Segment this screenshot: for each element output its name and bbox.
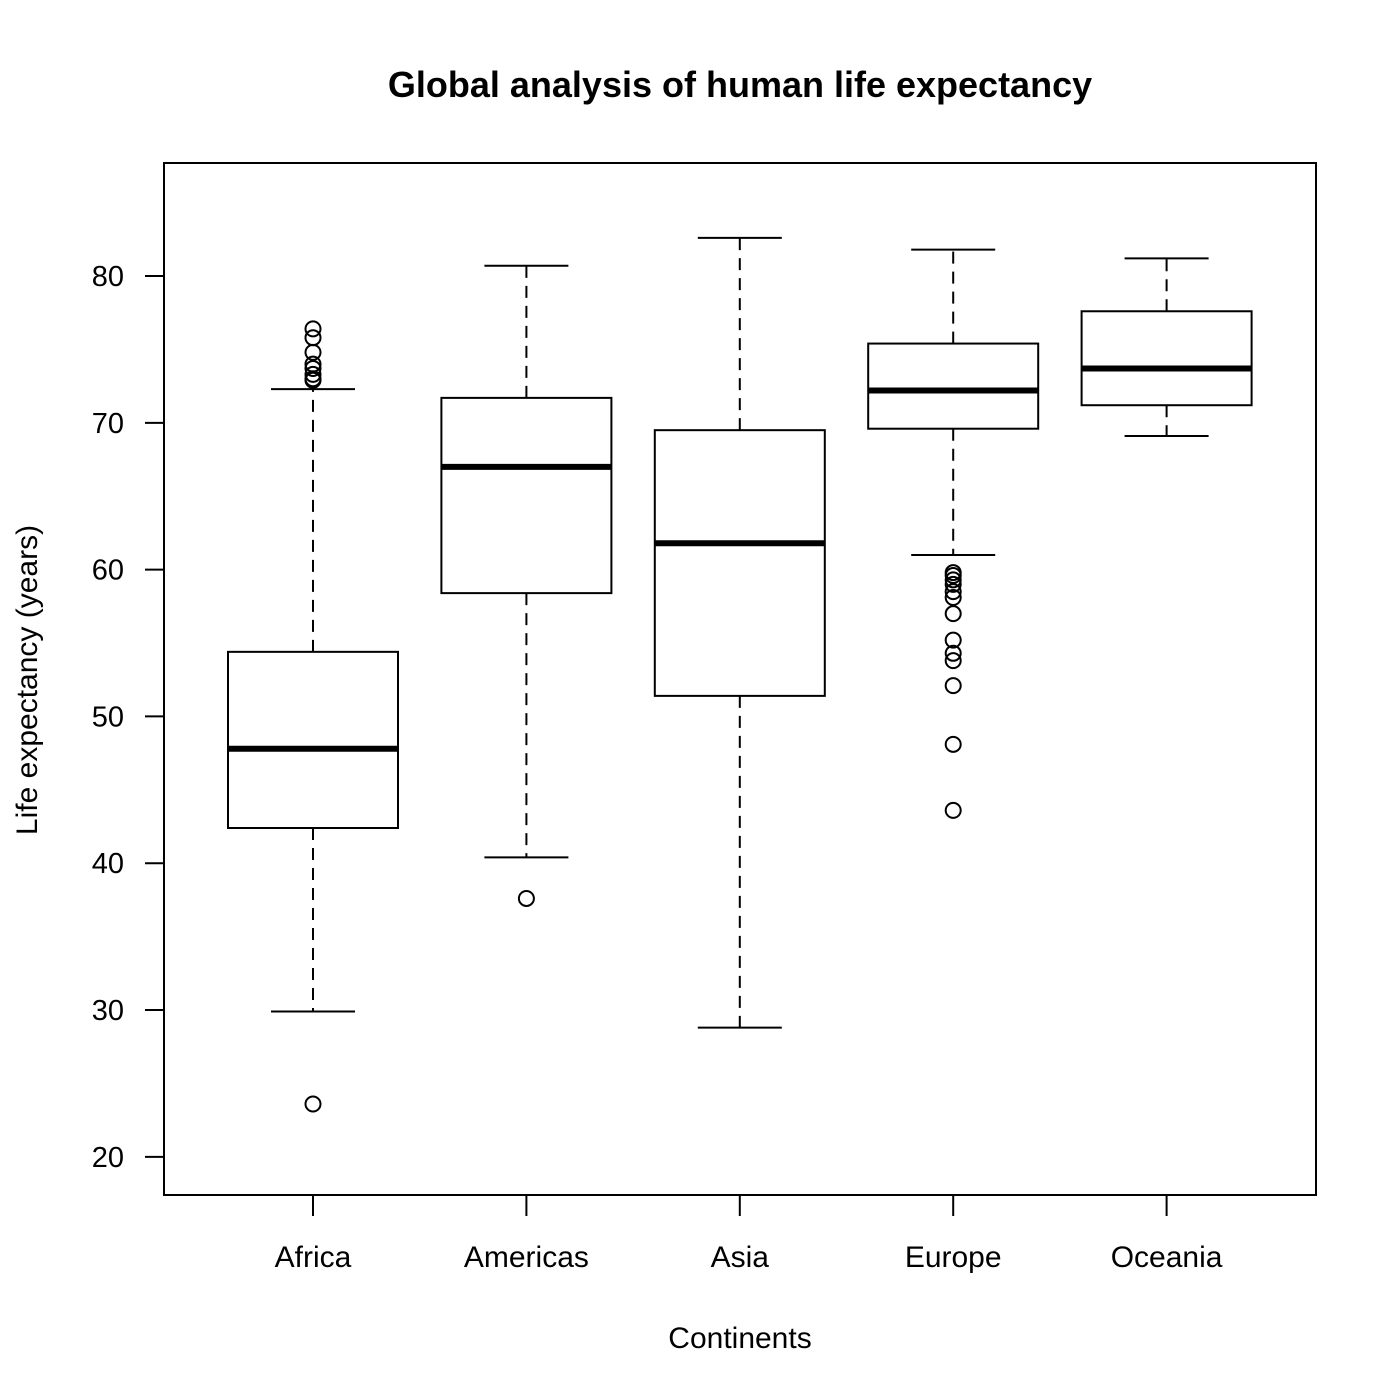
africa-outlier	[304, 320, 322, 338]
x-tick-label: Africa	[275, 1241, 352, 1274]
europe-outlier	[944, 652, 962, 670]
africa-outlier	[304, 355, 322, 373]
europe-outlier	[944, 575, 962, 593]
americas-outlier	[517, 889, 535, 907]
oceania-box	[1080, 310, 1253, 407]
x-axis-label: Continents	[668, 1322, 811, 1355]
x-tick-label: Asia	[711, 1241, 770, 1274]
y-tick-label: 50	[92, 701, 124, 733]
y-tick-label: 20	[92, 1142, 124, 1174]
y-tick-label: 40	[92, 848, 124, 880]
x-tick-label: Europe	[905, 1241, 1002, 1274]
chart-title: Global analysis of human life expectancy	[388, 64, 1092, 105]
asia-box	[653, 429, 826, 697]
africa-outlier	[304, 365, 322, 383]
europe-outlier	[944, 583, 962, 601]
europe-outlier	[944, 631, 962, 649]
africa-outlier	[304, 1095, 322, 1113]
africa-outlier	[304, 329, 322, 347]
europe-outlier	[944, 801, 962, 819]
europe-outlier	[944, 605, 962, 623]
africa-box	[227, 650, 399, 830]
y-tick-label: 60	[92, 555, 124, 587]
y-tick-label: 80	[92, 261, 124, 293]
africa-outlier	[304, 360, 322, 378]
europe-outlier	[944, 564, 962, 582]
europe-outlier	[944, 571, 962, 589]
x-tick-label: Americas	[464, 1241, 589, 1274]
y-axis-label: Life expectancy (years)	[11, 525, 44, 835]
x-tick-label: Oceania	[1111, 1241, 1223, 1274]
americas-box	[440, 396, 613, 595]
y-tick-label: 30	[92, 995, 124, 1027]
africa-outlier	[304, 343, 322, 361]
europe-outlier	[944, 677, 962, 695]
europe-box	[867, 342, 1040, 430]
europe-outlier	[944, 644, 962, 662]
europe-outlier	[944, 735, 962, 753]
europe-outlier	[944, 589, 962, 607]
y-tick-label: 70	[92, 408, 124, 440]
